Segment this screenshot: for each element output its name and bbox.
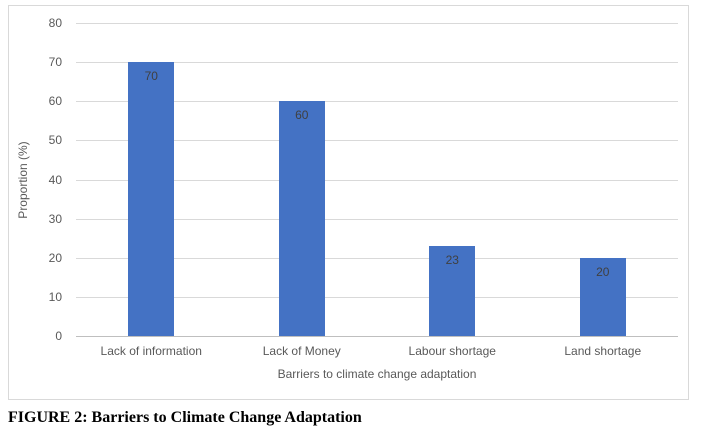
gridline-50 <box>76 140 678 142</box>
bar-data-label-lack-of-money: 60 <box>295 108 309 123</box>
y-tick-label-10: 10 <box>48 289 62 304</box>
plot-area: 70 60 23 20 <box>76 23 678 337</box>
x-category-label-lack-of-information: Lack of information <box>100 344 202 358</box>
y-tick-label-40: 40 <box>48 172 62 187</box>
gridline-30 <box>76 218 678 220</box>
bar-lack-of-money: 60 <box>278 101 325 336</box>
gridline-40 <box>76 179 678 181</box>
x-axis-labels: Lack of information Lack of Money Labour s… <box>76 344 678 360</box>
y-tick-label-50: 50 <box>48 133 62 148</box>
x-category-label-lack-of-money: Lack of Money <box>262 344 341 358</box>
gridline-70 <box>76 62 678 64</box>
y-axis-ticks: 0 10 20 30 40 50 60 70 80 <box>9 16 62 343</box>
bar-labour-shortage: 23 <box>429 246 476 336</box>
gridline-20 <box>76 257 678 259</box>
bar-data-label-land-shortage: 20 <box>596 264 610 279</box>
y-tick-label-20: 20 <box>48 250 62 265</box>
y-tick-label-80: 80 <box>48 16 62 30</box>
x-category-label-labour-shortage: Labour shortage <box>408 344 496 358</box>
bar-data-label-labour-shortage: 23 <box>445 253 459 268</box>
y-tick-label-30: 30 <box>48 211 62 226</box>
chart-frame: Proportion (%) 0 10 20 30 40 50 60 70 80 70 60 23 2… <box>8 5 689 400</box>
gridline-60 <box>76 101 678 103</box>
y-tick-label-0: 0 <box>55 329 62 343</box>
x-category-label-land-shortage: Land shortage <box>564 344 642 358</box>
bar-land-shortage: 20 <box>579 257 626 336</box>
x-axis-line <box>76 336 678 337</box>
figure-caption: FIGURE 2: Barriers to Climate Change Ada… <box>8 409 362 426</box>
gridline-80 <box>76 23 678 24</box>
y-tick-label-60: 60 <box>48 94 62 109</box>
y-tick-label-70: 70 <box>48 55 62 70</box>
gridline-10 <box>76 296 678 298</box>
x-axis-title: Barriers to climate change adaptation <box>277 367 477 381</box>
bar-lack-of-information: 70 <box>128 62 175 336</box>
bar-data-label-lack-of-information: 70 <box>144 69 158 84</box>
